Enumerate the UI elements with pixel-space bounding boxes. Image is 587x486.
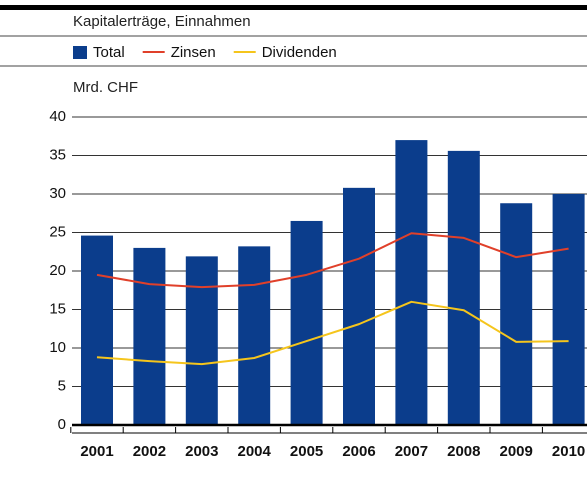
- legend-swatch: [73, 46, 87, 59]
- legend-label: Total: [93, 44, 125, 61]
- y-tick-label: 20: [49, 262, 66, 279]
- y-tick-label: 25: [49, 223, 66, 240]
- bar: [185, 256, 218, 425]
- y-tick-label: 0: [58, 416, 66, 433]
- x-tick-label: 2007: [395, 443, 428, 460]
- chart-title: Kapitalerträge, Einnahmen: [73, 13, 251, 30]
- bar: [500, 203, 533, 425]
- y-tick-label: 40: [49, 108, 66, 125]
- y-tick-label: 5: [58, 377, 66, 394]
- y-tick-label: 35: [49, 146, 66, 163]
- legend-label: Dividenden: [262, 44, 337, 61]
- y-tick-label: 15: [49, 300, 66, 317]
- x-tick-label: 2001: [80, 443, 113, 460]
- x-tick-label: 2003: [185, 443, 218, 460]
- x-tick-label: 2006: [342, 443, 375, 460]
- x-tick-label: 2005: [290, 443, 323, 460]
- y-tick-label: 10: [49, 339, 66, 356]
- bar: [238, 246, 271, 425]
- bar: [447, 150, 480, 425]
- line-series: [96, 232, 569, 289]
- line-series: [96, 300, 569, 366]
- x-tick-label: 2004: [238, 443, 272, 460]
- bar: [343, 187, 375, 425]
- x-tick-label: 2002: [133, 443, 166, 460]
- y-axis-label: Mrd. CHF: [73, 79, 138, 96]
- bar: [133, 247, 166, 425]
- x-tick-label: 2008: [447, 443, 480, 460]
- x-tick-label: 2009: [500, 443, 533, 460]
- top-rule: [0, 5, 587, 10]
- x-tick-label: 2010: [552, 443, 585, 460]
- y-tick-label: 30: [49, 185, 66, 202]
- bar: [81, 235, 113, 425]
- bar: [552, 194, 585, 425]
- bar: [395, 140, 428, 425]
- bar: [290, 220, 323, 425]
- legend-label: Zinsen: [171, 44, 216, 61]
